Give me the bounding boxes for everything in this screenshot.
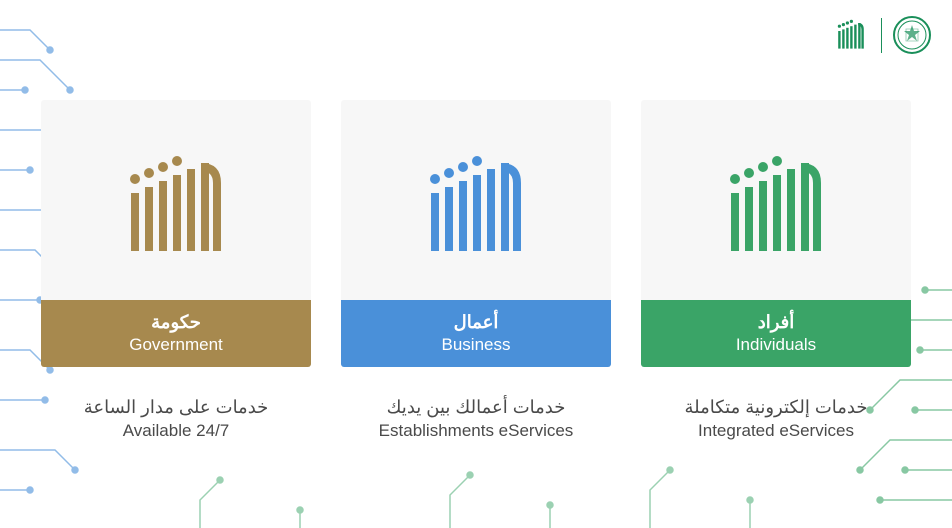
absher-logo-business bbox=[421, 135, 531, 265]
card-desc-individuals: خدمات إلكترونية متكاملة Integrated eServ… bbox=[641, 397, 911, 441]
desc-en-government: Available 24/7 bbox=[41, 421, 311, 441]
absher-logo-individuals bbox=[721, 135, 831, 265]
label-ar-government: حكومة bbox=[41, 312, 311, 333]
card-label-government: حكومة Government bbox=[41, 300, 311, 367]
absher-logo-government bbox=[121, 135, 231, 265]
card-desc-business: خدمات أعمالك بين يديك Establishments eSe… bbox=[341, 397, 611, 441]
label-en-business: Business bbox=[341, 335, 611, 355]
desc-ar-government: خدمات على مدار الساعة bbox=[41, 397, 311, 418]
label-en-government: Government bbox=[41, 335, 311, 355]
card-government[interactable]: حكومة Government خدمات على مدار الساعة A… bbox=[41, 100, 311, 441]
card-individuals[interactable]: أفراد Individuals خدمات إلكترونية متكامل… bbox=[641, 100, 911, 441]
header-divider bbox=[881, 18, 882, 53]
card-business[interactable]: أعمال Business خدمات أعمالك بين يديك Est… bbox=[341, 100, 611, 441]
cards-container: أفراد Individuals خدمات إلكترونية متكامل… bbox=[41, 100, 911, 441]
desc-en-individuals: Integrated eServices bbox=[641, 421, 911, 441]
moi-emblem bbox=[892, 15, 932, 55]
desc-ar-individuals: خدمات إلكترونية متكاملة bbox=[641, 397, 911, 418]
label-ar-business: أعمال bbox=[341, 312, 611, 333]
card-desc-government: خدمات على مدار الساعة Available 24/7 bbox=[41, 397, 311, 441]
label-en-individuals: Individuals bbox=[641, 335, 911, 355]
absher-logo-header bbox=[831, 15, 871, 55]
desc-ar-business: خدمات أعمالك بين يديك bbox=[341, 397, 611, 418]
header bbox=[831, 15, 932, 55]
card-label-business: أعمال Business bbox=[341, 300, 611, 367]
desc-en-business: Establishments eServices bbox=[341, 421, 611, 441]
card-top-individuals bbox=[641, 100, 911, 300]
label-ar-individuals: أفراد bbox=[641, 312, 911, 333]
card-top-government bbox=[41, 100, 311, 300]
card-label-individuals: أفراد Individuals bbox=[641, 300, 911, 367]
card-top-business bbox=[341, 100, 611, 300]
